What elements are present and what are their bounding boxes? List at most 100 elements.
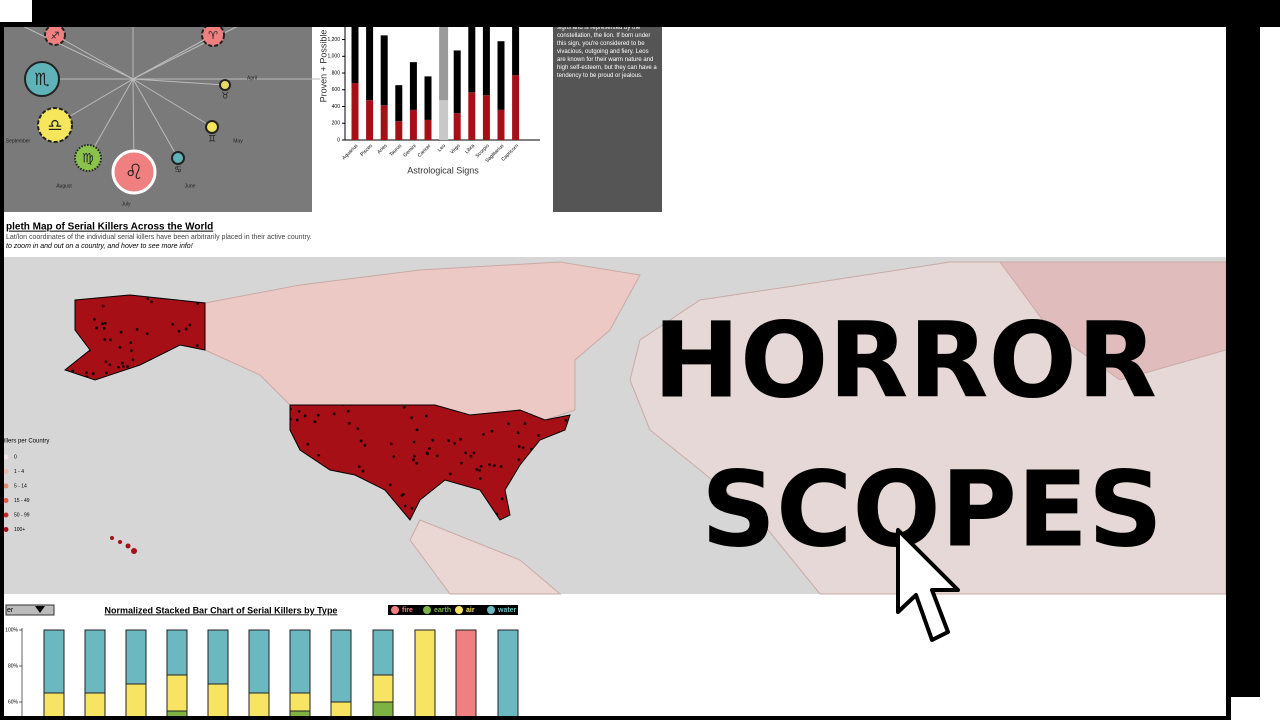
killer-dot	[507, 422, 510, 426]
killer-dot	[490, 429, 494, 433]
killer-dot	[297, 409, 301, 413]
killer-dot	[537, 434, 540, 437]
stacked-segment	[455, 629, 477, 716]
killer-dot	[93, 317, 96, 321]
type-chart-title: Normalized Stacked Bar Chart of Serial K…	[105, 605, 338, 615]
killer-dot	[316, 413, 320, 417]
frame-bottom	[0, 716, 1231, 720]
killer-dot	[431, 438, 435, 442]
legend-label: 5 - 14	[14, 483, 27, 489]
legend-label: earth	[434, 607, 451, 614]
overlay-title: HORROR	[653, 299, 1157, 421]
frame-top	[0, 0, 1280, 27]
killer-dot	[295, 418, 299, 422]
cursor	[896, 528, 960, 642]
bar	[497, 109, 505, 140]
mexico	[409, 519, 562, 595]
bar	[468, 92, 476, 140]
stacked-segment	[497, 629, 519, 716]
killer-dot	[105, 371, 108, 375]
spoke	[132, 19, 251, 80]
stacked-segment	[289, 629, 311, 694]
legend-swatch	[3, 512, 9, 518]
killer-dot	[196, 302, 200, 305]
frame-right-lower	[1226, 697, 1231, 720]
sign-circle	[44, 24, 66, 46]
stacked-segment	[125, 629, 147, 685]
killer-dot	[357, 465, 361, 469]
stacked-segment	[207, 683, 229, 716]
bar	[512, 75, 520, 140]
spoke	[87, 78, 134, 159]
x-tick-label: Pisces	[359, 143, 374, 158]
bar	[512, 18, 520, 76]
stacked-segment	[125, 683, 147, 716]
month-label: August	[56, 183, 72, 189]
sign-circle	[74, 144, 102, 172]
killer-dot	[356, 427, 360, 431]
x-tick-label: Libra	[464, 143, 476, 155]
bar	[409, 109, 417, 140]
bar	[497, 41, 505, 110]
killer-dot	[359, 439, 363, 443]
killer-dot	[85, 371, 88, 375]
sign-symbol: ♌	[125, 160, 144, 184]
killer-dot	[317, 453, 321, 457]
stacked-segment	[166, 674, 188, 712]
killer-dot	[306, 442, 310, 446]
stacked-segment	[372, 674, 394, 703]
spoke	[132, 34, 214, 80]
bar	[351, 83, 359, 140]
stacked-segment	[84, 629, 106, 694]
y-tick-label: 800	[332, 70, 341, 76]
killer-dot	[402, 405, 406, 409]
month-label: September	[6, 138, 31, 144]
killer-dot	[118, 345, 122, 349]
killer-dot	[313, 420, 317, 424]
spoke	[132, 78, 179, 159]
spoke	[132, 78, 226, 86]
dropdown-value: er	[7, 607, 14, 614]
killer-dot	[103, 321, 107, 325]
frame-right	[1226, 27, 1260, 697]
killer-dot	[135, 327, 139, 331]
killer-dot	[475, 468, 479, 471]
legend-swatch	[3, 454, 9, 460]
spoke	[9, 19, 134, 80]
bar	[453, 50, 461, 114]
map-instruction: to zoom in and out on a country, and hov…	[6, 243, 193, 250]
dropdown[interactable]	[5, 604, 55, 616]
killer-dot	[129, 341, 133, 345]
killer-dot	[361, 469, 365, 473]
killer-dot	[410, 506, 414, 510]
legend-label: 1 - 4	[14, 469, 24, 475]
x-tick-label: Gemini	[402, 143, 417, 158]
frame-left	[0, 27, 4, 720]
bar	[453, 113, 461, 140]
stacked-segment	[289, 692, 311, 712]
x-tick-label: Aries	[376, 143, 389, 156]
legend-label: 15 - 49	[14, 498, 30, 504]
killer-dot	[184, 327, 188, 331]
killer-dot	[119, 330, 123, 334]
killer-dot	[517, 445, 521, 448]
bar	[366, 18, 374, 101]
killer-dot	[564, 419, 568, 422]
killer-dot	[488, 463, 491, 467]
killer-dot	[412, 458, 415, 462]
killer-dot	[459, 437, 462, 441]
y-tick-label: 60%	[8, 699, 19, 705]
sign-circle	[219, 79, 231, 91]
map[interactable]: illers per Country 0 1 - 4 5 - 14 15 - 49 50…	[3, 257, 1227, 595]
killer-dot	[303, 414, 307, 418]
sign-circle	[111, 149, 157, 195]
stacked-segment	[248, 629, 270, 694]
legend-swatch	[487, 606, 495, 614]
killer-dot	[171, 322, 175, 326]
bar	[380, 105, 388, 140]
killer-dot	[145, 332, 149, 336]
killer-dot	[517, 458, 521, 462]
alaska[interactable]	[63, 294, 206, 381]
sign-symbol: ♏	[34, 70, 49, 90]
